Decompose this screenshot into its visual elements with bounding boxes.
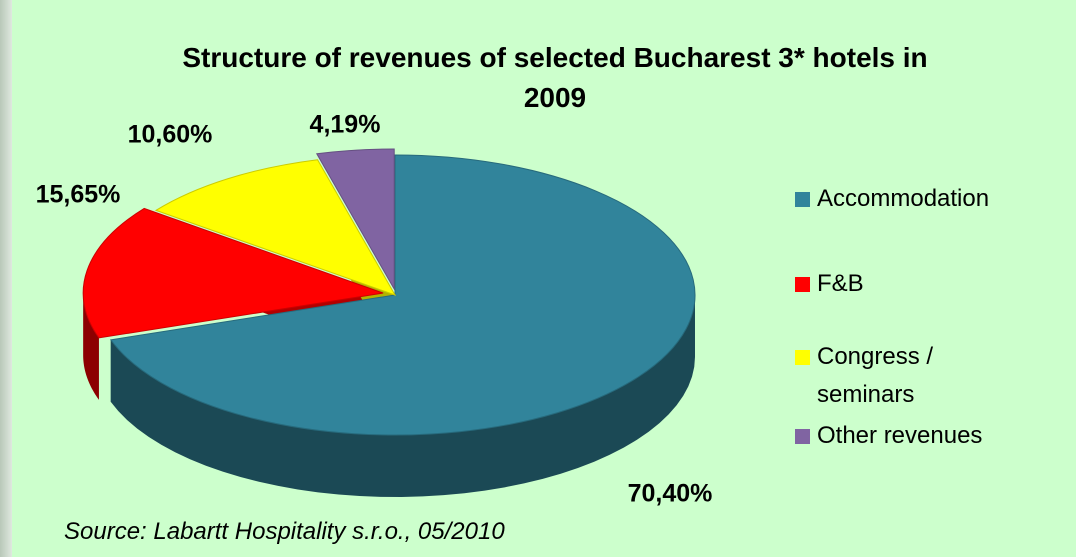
slice <box>154 159 397 296</box>
legend-swatch <box>795 429 810 444</box>
data-label: 10,60% <box>128 121 213 149</box>
slice-side <box>83 293 99 400</box>
chart-title: Structure of revenues of selected Buchar… <box>182 42 928 113</box>
side-strip <box>0 0 12 557</box>
slice <box>109 154 696 436</box>
data-label: 15,65% <box>36 181 121 209</box>
source-note: Source: Labartt Hospitality s.r.o., 05/2… <box>64 518 505 545</box>
legend-label: F&B <box>817 270 864 297</box>
slice <box>82 207 384 339</box>
slice <box>315 148 395 291</box>
data-label: 4,19% <box>310 111 381 139</box>
legend-entry: F&B <box>795 265 1076 303</box>
legend-swatch <box>795 350 810 365</box>
legend-label: Accommodation <box>817 185 990 212</box>
legend-label: Other revenues <box>817 422 983 449</box>
legend-label: Congress / seminars <box>817 343 934 408</box>
data-label: 70,40% <box>628 480 713 508</box>
slice-side <box>110 295 695 497</box>
legend-swatch <box>795 192 810 207</box>
legend-entry: Other revenues <box>795 417 1076 455</box>
legend-swatch <box>795 277 810 292</box>
legend-entry: Accommodation <box>795 180 1076 218</box>
legend-entry: Congress / seminars <box>795 338 967 414</box>
